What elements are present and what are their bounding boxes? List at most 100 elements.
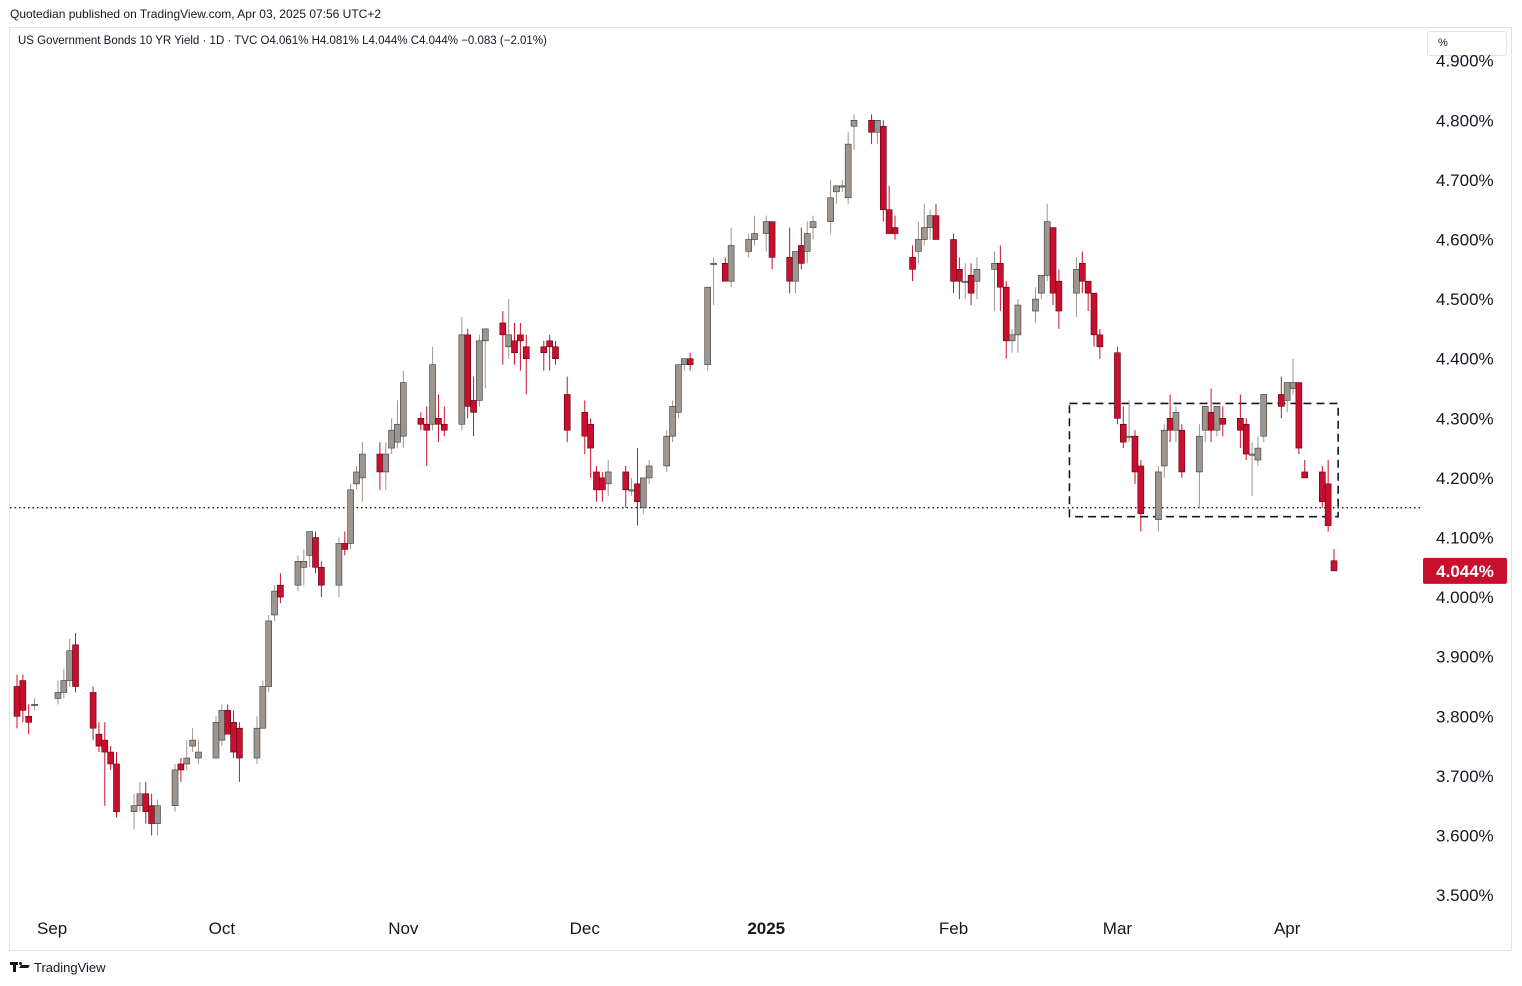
candle-body [727, 245, 735, 282]
candle-body [1079, 263, 1086, 282]
footer-brand[interactable]: TradingView [10, 960, 106, 975]
candle-body [306, 531, 313, 556]
candle-body [1295, 382, 1303, 449]
candle-body [1166, 417, 1174, 431]
candle-body [622, 471, 630, 491]
candle-body [1055, 280, 1063, 312]
candle-body [60, 680, 68, 693]
candle-body [440, 423, 448, 431]
footer-brand-label: TradingView [34, 960, 106, 975]
candle-body [499, 322, 507, 336]
candle-body [1090, 292, 1098, 336]
candle-body [394, 423, 401, 443]
candle-body [915, 239, 922, 252]
candle-body [546, 340, 553, 348]
candle-body [1119, 423, 1127, 443]
candle-body [341, 543, 349, 550]
candle-body [183, 757, 191, 765]
x-tick-label: Mar [1103, 919, 1133, 938]
y-tick-label: 3.800% [1436, 707, 1494, 726]
candle-body [540, 346, 548, 354]
candle-body [511, 340, 518, 354]
candle-body [628, 489, 635, 492]
candle-body [680, 358, 688, 365]
scale-unit-button[interactable]: % [1427, 31, 1507, 56]
candle-body [31, 704, 38, 706]
candle-body [1049, 227, 1057, 294]
candle-body [1178, 429, 1186, 473]
x-tick-label: Feb [939, 919, 968, 938]
candle-body [1289, 382, 1297, 389]
candle-body [1084, 280, 1092, 294]
candle-body [1008, 334, 1016, 342]
candle-body [505, 334, 512, 348]
candle-body [230, 721, 237, 753]
last-price-badge [1423, 557, 1507, 584]
candle-body [148, 805, 155, 824]
candle-body [599, 477, 606, 491]
candle-body [476, 340, 483, 401]
range-box [1068, 402, 1339, 518]
candle-body [312, 537, 319, 568]
tradingview-logo-icon [10, 961, 30, 974]
chart-frame [9, 27, 1512, 951]
candle-body [101, 739, 109, 753]
candle-body [868, 120, 875, 133]
candle-body [517, 334, 524, 342]
candle-body [1242, 423, 1250, 455]
y-tick-label: 4.500% [1436, 290, 1494, 309]
candle-body [768, 221, 776, 258]
candle-body [13, 686, 21, 717]
candle-body [189, 739, 196, 747]
candle-body [113, 763, 120, 812]
candle-body [663, 435, 671, 467]
candle-body [294, 561, 302, 586]
candle-body [277, 584, 284, 598]
candle-body [236, 727, 243, 759]
candle-body [271, 590, 278, 616]
candle-body [920, 227, 928, 240]
candle-body [195, 751, 202, 759]
x-tick-label: Oct [209, 919, 236, 938]
x-tick-label: Sep [37, 919, 67, 938]
candle-body [300, 561, 308, 568]
candle-body [803, 233, 811, 252]
candle-body [353, 471, 360, 485]
candle-body [89, 692, 97, 729]
candle-body [1038, 274, 1045, 294]
candle-body [950, 239, 957, 282]
y-tick-label: 3.600% [1436, 827, 1494, 846]
candle-body [885, 209, 893, 234]
candle-body [107, 751, 114, 765]
candle-body [926, 215, 934, 228]
candle-body [1318, 471, 1326, 503]
candle-body [435, 417, 442, 425]
candle-body [879, 125, 887, 211]
candle-body [347, 489, 354, 544]
candle-body [1172, 412, 1180, 431]
candle-body [1014, 304, 1022, 336]
candle-body [1043, 221, 1051, 276]
scale-unit-label: % [1438, 37, 1448, 49]
candle-body [177, 763, 185, 771]
last-price-label: 4.044% [1436, 562, 1494, 581]
y-tick-label: 4.100% [1436, 529, 1494, 548]
candle-body [1160, 429, 1168, 467]
candle-body [1114, 352, 1121, 419]
candle-body [464, 334, 472, 407]
candle-body [1248, 453, 1256, 456]
candle-body [593, 471, 600, 491]
x-tick-label: Apr [1274, 919, 1301, 938]
candle-body [956, 268, 963, 282]
candle-body [1254, 447, 1262, 461]
candle-body [1201, 406, 1209, 431]
candle-body [95, 733, 103, 747]
candle-body [1207, 412, 1215, 431]
y-tick-label: 4.200% [1436, 469, 1494, 488]
candle-body [19, 680, 27, 711]
candle-body [1196, 435, 1203, 473]
candle-body [710, 263, 717, 265]
candle-body [25, 715, 33, 723]
candle-body [376, 453, 384, 473]
